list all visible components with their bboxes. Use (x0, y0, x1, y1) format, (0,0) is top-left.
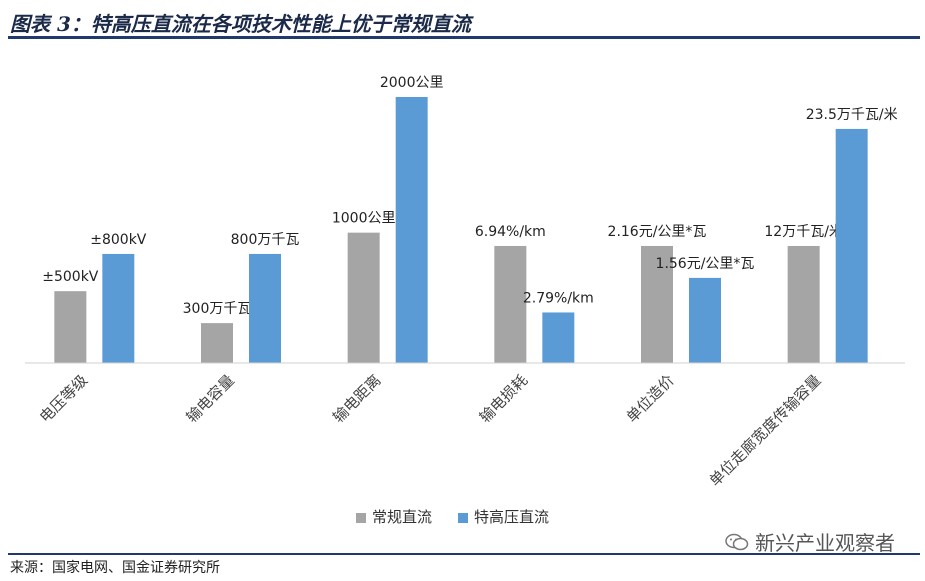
figure-header: 图表 3：特高压直流在各项技术性能上优于常规直流 (0, 0, 925, 40)
bar (201, 323, 233, 363)
title-divider (8, 36, 920, 39)
category-tick-label: 电压等级 (36, 371, 91, 426)
source-divider (8, 553, 920, 555)
bar (494, 245, 527, 363)
bar (395, 97, 428, 363)
bar (347, 232, 380, 363)
bar-value-label: 800万千瓦 (231, 232, 300, 248)
category-tick-label: 单位走廊宽度传输容量 (706, 371, 825, 490)
bar-value-label: 2.79%/km (523, 290, 594, 306)
bar (102, 253, 135, 363)
watermark-text: 新兴产业观察者 (755, 531, 895, 555)
bar (787, 245, 820, 363)
category-tick-label: 输电损耗 (476, 371, 531, 426)
bar (835, 128, 868, 363)
category-tick-label: 输电距离 (329, 371, 384, 426)
bar-value-label: 1000公里 (332, 211, 396, 227)
bar (689, 277, 721, 363)
source-note: 来源：国家电网、国金证券研究所 (10, 560, 220, 576)
bar-value-label: 23.5万千瓦/米 (806, 107, 898, 123)
bar (542, 312, 575, 363)
bar (249, 253, 281, 363)
bar (641, 245, 673, 363)
category-tick-label: 输电容量 (183, 371, 238, 426)
bar-value-label: 12万千瓦/米 (764, 224, 843, 240)
legend-label: 特高压直流 (474, 508, 549, 526)
watermark: 新兴产业观察者 (725, 527, 895, 556)
category-tick-label: 单位造价 (623, 371, 678, 426)
legend-swatch (356, 513, 366, 523)
chart-area: ±500kV ±800kV 电压等级 300万千瓦 800万千瓦输电容量 1000公里 20… (0, 40, 925, 560)
bar-value-label: ±800kV (90, 232, 147, 248)
bar-value-label: 300万千瓦 (183, 301, 252, 317)
legend-label: 常规直流 (372, 508, 432, 526)
bar-value-label: 1.56元/公里*瓦 (656, 256, 755, 272)
bar-value-label: ±500kV (42, 269, 99, 285)
bar-value-label: 2.16元/公里*瓦 (608, 224, 707, 240)
bar-value-label: 6.94%/km (475, 224, 546, 240)
wechat-icon (725, 533, 749, 550)
figure-title: 图表 3：特高压直流在各项技术性能上优于常规直流 (10, 12, 471, 36)
bar (54, 291, 87, 363)
bar-value-label: 2000公里 (380, 75, 444, 91)
legend-swatch (458, 513, 468, 523)
